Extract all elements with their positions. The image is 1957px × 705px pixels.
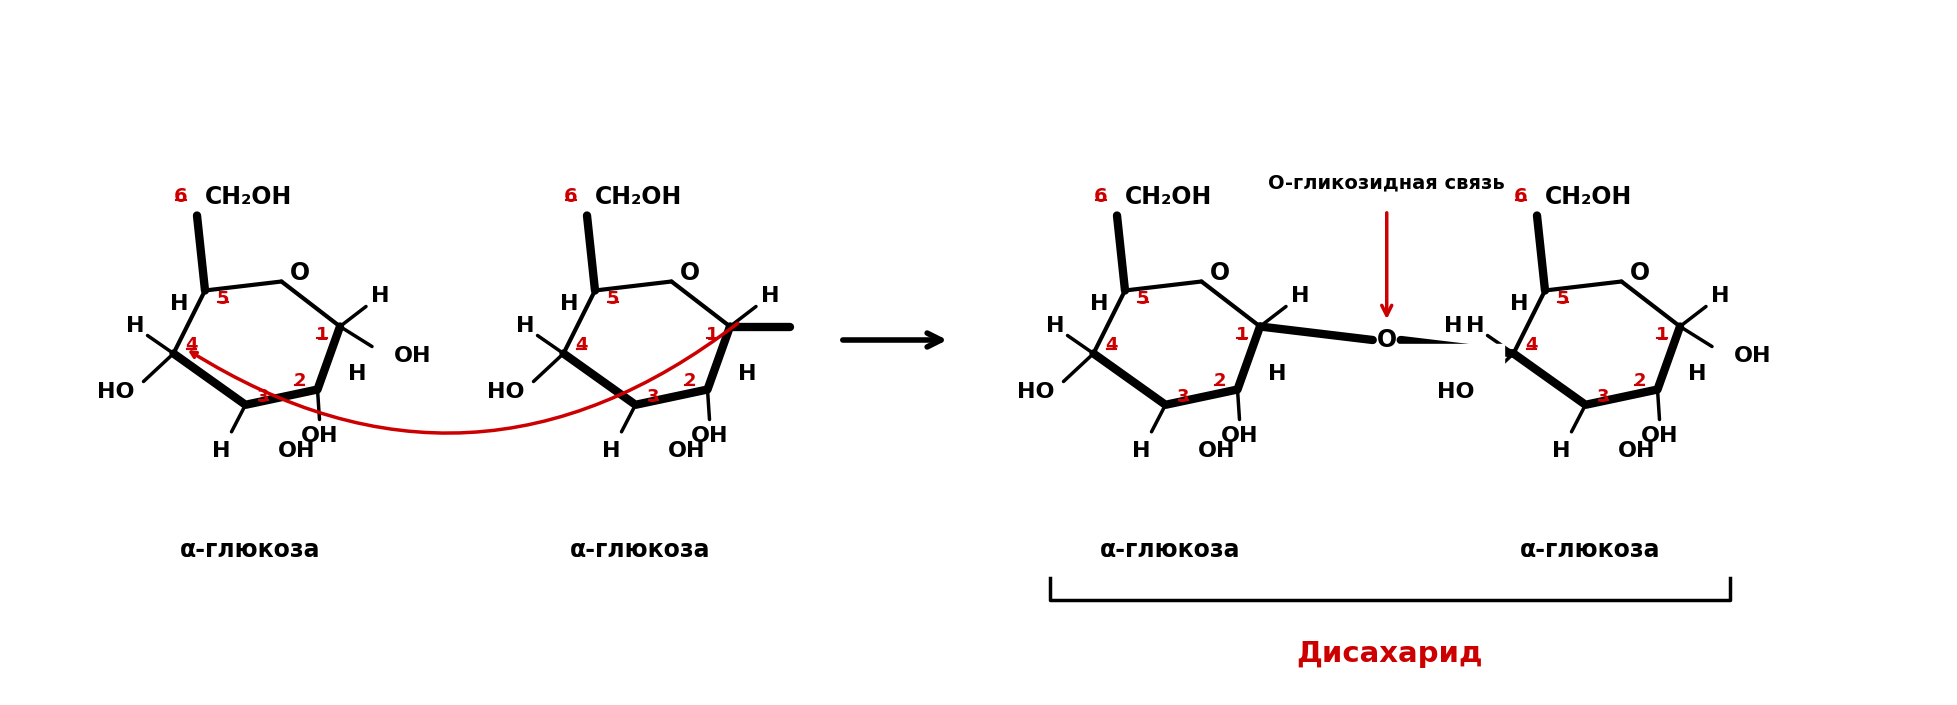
Text: H: H (1133, 441, 1151, 461)
Text: H: H (1552, 441, 1571, 461)
Text: OH: OH (1734, 346, 1771, 367)
Text: OH: OH (1640, 426, 1679, 446)
Text: 2: 2 (1634, 372, 1646, 391)
Text: 5: 5 (1556, 290, 1570, 307)
Text: 3: 3 (648, 388, 660, 406)
Text: O: O (1209, 262, 1229, 286)
Text: OH: OH (1221, 426, 1258, 446)
Text: 4: 4 (186, 336, 198, 355)
Text: HO: HO (1018, 381, 1055, 402)
Bar (1399, 343, 1503, 403)
Text: OH: OH (1198, 441, 1235, 461)
Text: H: H (517, 316, 534, 336)
Text: H: H (1268, 364, 1288, 384)
Text: 1: 1 (315, 326, 329, 343)
Text: α-глюкоза: α-глюкоза (1521, 538, 1660, 562)
Text: OH: OH (1618, 441, 1656, 461)
Text: H: H (211, 441, 231, 461)
Text: H: H (370, 286, 389, 307)
Text: 1: 1 (1235, 326, 1249, 343)
Text: 5: 5 (1137, 290, 1149, 307)
Text: H: H (1047, 316, 1065, 336)
Text: 4: 4 (1525, 336, 1538, 355)
Text: O: O (1376, 328, 1397, 352)
Text: CH₂OH: CH₂OH (1125, 185, 1211, 209)
Text: O: O (1630, 262, 1650, 286)
Text: 2: 2 (1213, 372, 1225, 391)
Text: 3: 3 (1178, 388, 1190, 406)
Text: 6: 6 (1094, 187, 1108, 206)
Text: H: H (127, 316, 145, 336)
Text: H: H (560, 295, 577, 314)
Text: 2: 2 (683, 372, 697, 391)
Text: 3: 3 (1597, 388, 1611, 406)
Text: O: O (290, 262, 309, 286)
Text: 3: 3 (256, 388, 270, 406)
Text: 6: 6 (1515, 187, 1528, 206)
Text: OH: OH (393, 346, 431, 367)
Text: H: H (170, 295, 188, 314)
Text: H: H (348, 364, 366, 384)
Text: O: O (679, 262, 699, 286)
Text: CH₂OH: CH₂OH (205, 185, 292, 209)
Text: HO: HO (96, 381, 135, 402)
Text: O-гликозидная связь: O-гликозидная связь (1268, 173, 1505, 192)
Text: OH: OH (691, 426, 728, 446)
Text: HO: HO (487, 381, 524, 402)
Text: CH₂OH: CH₂OH (595, 185, 683, 209)
Text: α-глюкоза: α-глюкоза (569, 538, 710, 562)
Text: α-глюкоза: α-глюкоза (1100, 538, 1241, 562)
Text: OH: OH (278, 441, 315, 461)
Text: 5: 5 (217, 290, 229, 307)
Text: H: H (1090, 295, 1108, 314)
Text: H: H (1689, 364, 1707, 384)
Text: 2: 2 (294, 372, 305, 391)
Text: 5: 5 (607, 290, 618, 307)
Text: H: H (1710, 286, 1730, 307)
Text: OH: OH (301, 426, 339, 446)
Text: H: H (1444, 316, 1462, 336)
Text: HO: HO (1436, 381, 1474, 402)
Text: H: H (738, 364, 757, 384)
Text: H: H (761, 286, 779, 307)
Text: Дисахарид: Дисахарид (1297, 640, 1483, 668)
Text: 4: 4 (575, 336, 587, 355)
Text: OH: OH (667, 441, 705, 461)
Text: H: H (1292, 286, 1309, 307)
Text: 1: 1 (706, 326, 718, 343)
Text: 4: 4 (1106, 336, 1117, 355)
Text: 1: 1 (1656, 326, 1667, 343)
Text: CH₂OH: CH₂OH (1544, 185, 1632, 209)
Text: H: H (1509, 295, 1528, 314)
Text: H: H (1466, 316, 1485, 336)
Text: H: H (603, 441, 620, 461)
Text: 6: 6 (564, 187, 577, 206)
Text: 6: 6 (174, 187, 188, 206)
Text: α-глюкоза: α-глюкоза (180, 538, 321, 562)
